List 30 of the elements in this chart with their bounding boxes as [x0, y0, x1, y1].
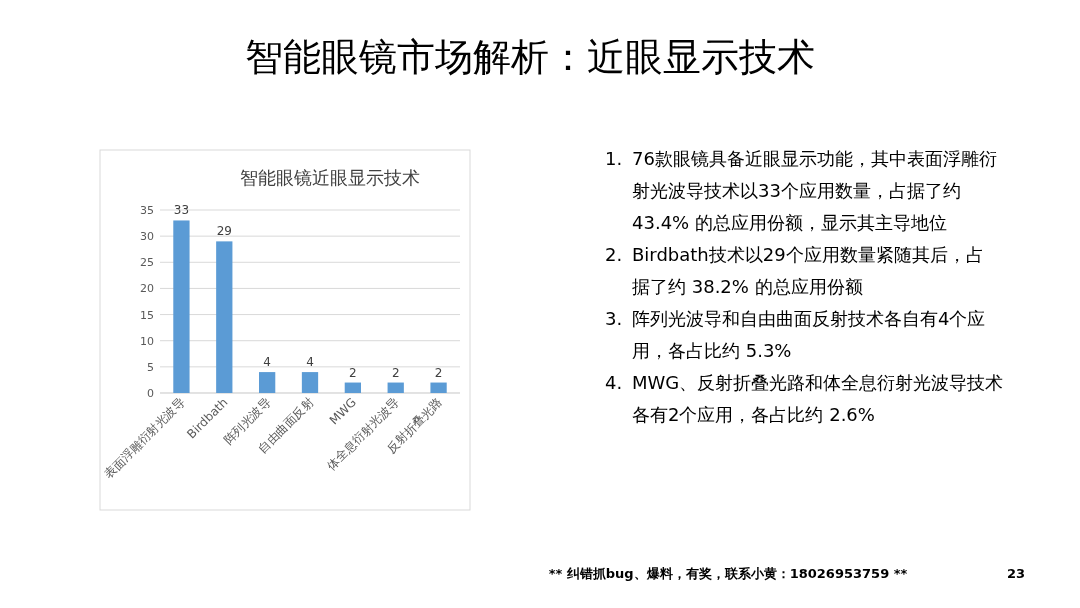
bar: [344, 382, 361, 393]
text: 智能眼镜市场解析：近眼显示技术: [245, 35, 815, 79]
text: 3. 阵列光波导和自由曲面反射技术各自有4个应用，各占比约 5.3%: [605, 308, 986, 361]
y-tick-label: 5: [147, 360, 154, 374]
bar: [259, 372, 276, 393]
y-tick-label: 20: [140, 282, 154, 296]
chart-title: 智能眼镜近眼显示技术: [240, 167, 420, 188]
y-tick-label: 30: [140, 230, 154, 244]
data-label: 33: [173, 203, 190, 218]
y-tick-label: 0: [147, 387, 154, 400]
y-tick-label: 15: [140, 308, 154, 322]
data-label: 2: [349, 365, 357, 380]
data-label: 2: [391, 365, 400, 380]
bar: [173, 220, 190, 393]
y-tick-label: 35: [140, 204, 154, 217]
bar: [301, 372, 319, 393]
text: 4. MWG、反射折叠光路和体全息衍射光波导技术各有2个应用，各占比约 2.6%: [605, 372, 1004, 425]
text: 2. Birdbath技术以29个应用数量紧随其后，占据了约 38.2% 的总应用份额: [605, 244, 984, 297]
y-tick-label: 10: [140, 334, 154, 348]
data-label: 4: [263, 355, 271, 370]
data-label: 4: [306, 355, 314, 370]
bar: [216, 241, 233, 393]
text: 1. 76款眼镜具备近眼显示功能，其中表面浮雕衍射光波导技术以33个应用数量，占据了约 43.4% 的总应用份额，显示其主导地位: [605, 148, 997, 233]
data-label: 2: [434, 365, 443, 380]
bar: [387, 382, 404, 393]
bar: [430, 382, 447, 393]
text: ** 纠错抓bug、爆料，有奖，联系小黄：18026953759 **: [548, 566, 908, 581]
text: 23: [1006, 566, 1025, 581]
y-tick-label: 25: [140, 256, 154, 270]
data-label: 29: [216, 224, 232, 239]
